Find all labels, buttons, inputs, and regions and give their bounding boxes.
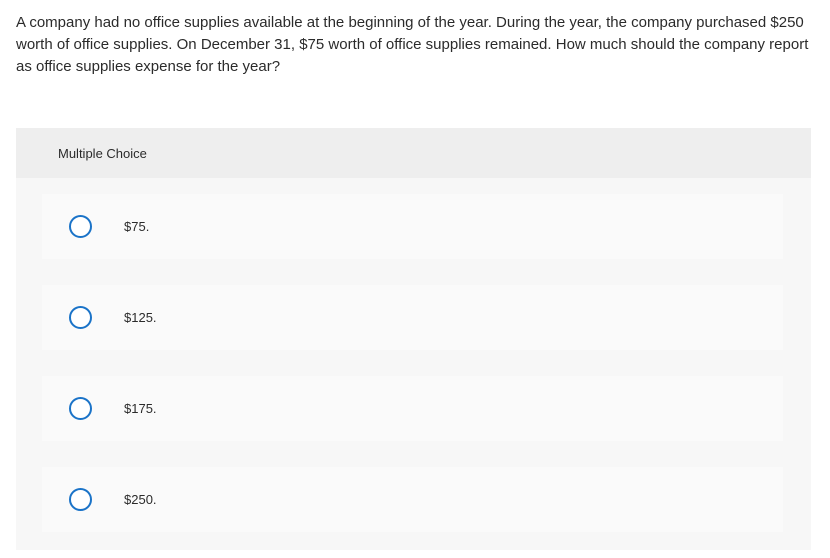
question-text: A company had no office supplies availab… bbox=[16, 14, 809, 75]
radio-button-icon[interactable] bbox=[69, 306, 92, 329]
answer-option-4[interactable]: $250. bbox=[42, 467, 783, 532]
radio-button-icon[interactable] bbox=[69, 397, 92, 420]
answer-option-2[interactable]: $125. bbox=[42, 285, 783, 350]
answer-options: $75. $125. $175. $250. bbox=[42, 194, 783, 558]
answer-option-3[interactable]: $175. bbox=[42, 376, 783, 441]
answer-option-label: $125. bbox=[124, 310, 157, 325]
multiple-choice-panel: Multiple Choice $75. $125. $175. $250. bbox=[16, 128, 811, 550]
answer-option-1[interactable]: $75. bbox=[42, 194, 783, 259]
radio-button-icon[interactable] bbox=[69, 215, 92, 238]
answer-option-label: $175. bbox=[124, 401, 157, 416]
answer-option-label: $250. bbox=[124, 492, 157, 507]
answer-option-label: $75. bbox=[124, 219, 150, 234]
multiple-choice-header: Multiple Choice bbox=[16, 128, 811, 178]
radio-button-icon[interactable] bbox=[69, 488, 92, 511]
